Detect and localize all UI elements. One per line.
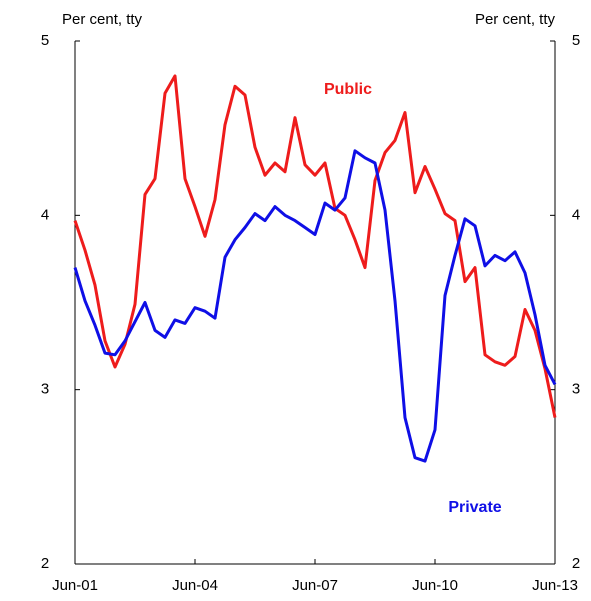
y2-tick-label: 3 bbox=[572, 381, 580, 398]
y2-tick-label: 2 bbox=[572, 555, 580, 572]
y2-tick-label: 4 bbox=[572, 206, 580, 223]
series-line bbox=[73, 74, 557, 418]
series-label: Public bbox=[324, 81, 372, 98]
series-label: Private bbox=[448, 499, 501, 516]
y-tick-label: 3 bbox=[41, 381, 49, 398]
x-tick-label: Jun-04 bbox=[172, 577, 218, 594]
y-tick-label: 2 bbox=[41, 555, 49, 572]
x-tick-label: Jun-13 bbox=[532, 577, 578, 594]
y2-tick-label: 5 bbox=[572, 32, 580, 49]
y-tick-label: 5 bbox=[41, 32, 49, 49]
series-line bbox=[73, 149, 557, 463]
y-axis-label: Per cent, tty bbox=[62, 11, 143, 28]
y-tick-label: 4 bbox=[41, 206, 49, 223]
x-tick-label: Jun-10 bbox=[412, 577, 458, 594]
x-tick-label: Jun-01 bbox=[52, 577, 98, 594]
x-tick-label: Jun-07 bbox=[292, 577, 338, 594]
y2-axis-label: Per cent, tty bbox=[475, 11, 556, 28]
